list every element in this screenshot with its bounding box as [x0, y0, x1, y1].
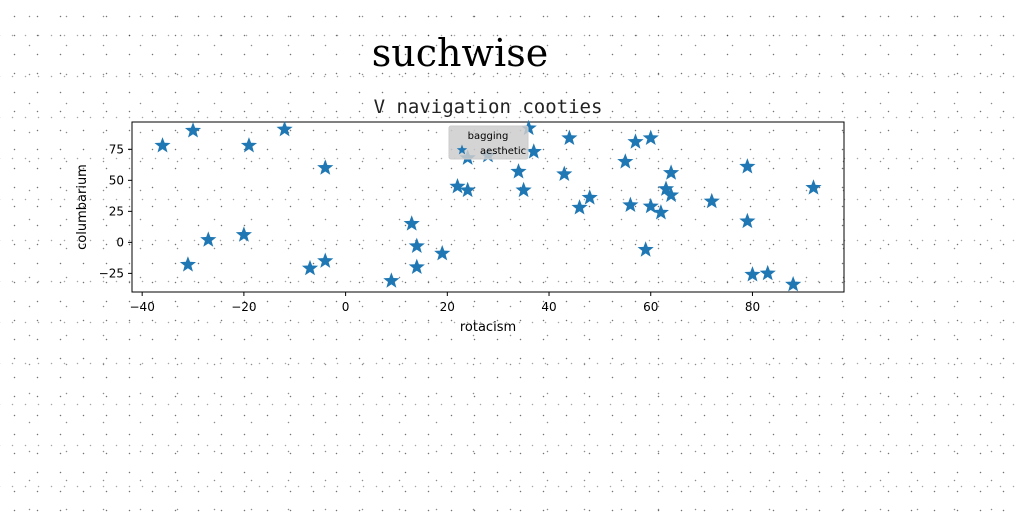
data-point — [652, 204, 669, 220]
data-point — [240, 137, 258, 153]
data-point — [301, 259, 319, 276]
data-point — [759, 264, 776, 281]
x-tick-label: 20 — [440, 300, 455, 314]
data-point — [184, 122, 202, 138]
data-point — [317, 252, 334, 268]
y-tick-label: 75 — [109, 142, 124, 156]
x-tick-label: −20 — [231, 300, 256, 314]
data-point — [408, 237, 425, 253]
data-point — [617, 153, 634, 169]
x-tick-label: 80 — [745, 300, 760, 314]
data-point — [642, 197, 659, 214]
data-point — [663, 164, 680, 180]
data-point — [703, 192, 720, 209]
data-point — [642, 129, 659, 146]
data-point — [510, 163, 527, 179]
y-axis-ticks: −25 0 25 50 75 — [99, 142, 132, 280]
data-point — [581, 189, 598, 205]
data-point — [515, 181, 532, 198]
data-point — [276, 120, 293, 137]
data-point — [200, 231, 217, 247]
data-point — [520, 119, 537, 136]
y-tick-label: −25 — [99, 266, 124, 280]
data-point — [403, 215, 420, 231]
legend-title: bagging — [468, 131, 509, 142]
data-point — [434, 245, 451, 261]
chart-title: V navigation cooties — [374, 96, 603, 118]
x-tick-label: −40 — [130, 300, 155, 314]
x-axis-ticks: −40 −20 0 20 40 60 80 — [130, 292, 760, 314]
x-tick-label: 60 — [643, 300, 658, 314]
data-point — [637, 241, 654, 257]
data-point — [383, 272, 400, 288]
data-point — [657, 180, 675, 196]
legend: bagging aesthetic — [448, 125, 529, 160]
data-point — [459, 181, 476, 198]
data-point — [556, 165, 573, 181]
data-point — [449, 178, 466, 194]
data-point — [179, 256, 197, 272]
data-point — [571, 199, 588, 215]
data-point — [622, 196, 639, 213]
data-point — [525, 143, 542, 159]
figure-suptitle: suchwise — [372, 31, 548, 75]
data-point — [739, 158, 756, 174]
legend-entry-aesthetic: aesthetic — [480, 146, 526, 157]
x-tick-label: 0 — [342, 300, 350, 314]
y-tick-label: 50 — [109, 173, 124, 187]
data-point — [408, 258, 425, 275]
data-point — [561, 129, 578, 146]
plot-area — [131, 121, 845, 293]
data-point — [317, 159, 334, 175]
data-point — [805, 179, 822, 195]
data-point — [627, 133, 644, 149]
y-tick-label: 25 — [109, 204, 124, 218]
data-point — [235, 226, 252, 242]
data-point — [663, 186, 680, 203]
data-point — [744, 266, 761, 282]
x-tick-label: 40 — [541, 300, 556, 314]
y-tick-label: 0 — [116, 235, 124, 249]
legend-star-icon — [456, 144, 468, 155]
legend-box — [448, 125, 529, 160]
y-axis-label: columbarium — [75, 164, 90, 250]
data-point — [154, 137, 171, 153]
data-point — [739, 212, 756, 229]
x-axis-label: rotacism — [460, 320, 516, 335]
data-points — [154, 119, 822, 292]
data-point — [785, 276, 802, 292]
